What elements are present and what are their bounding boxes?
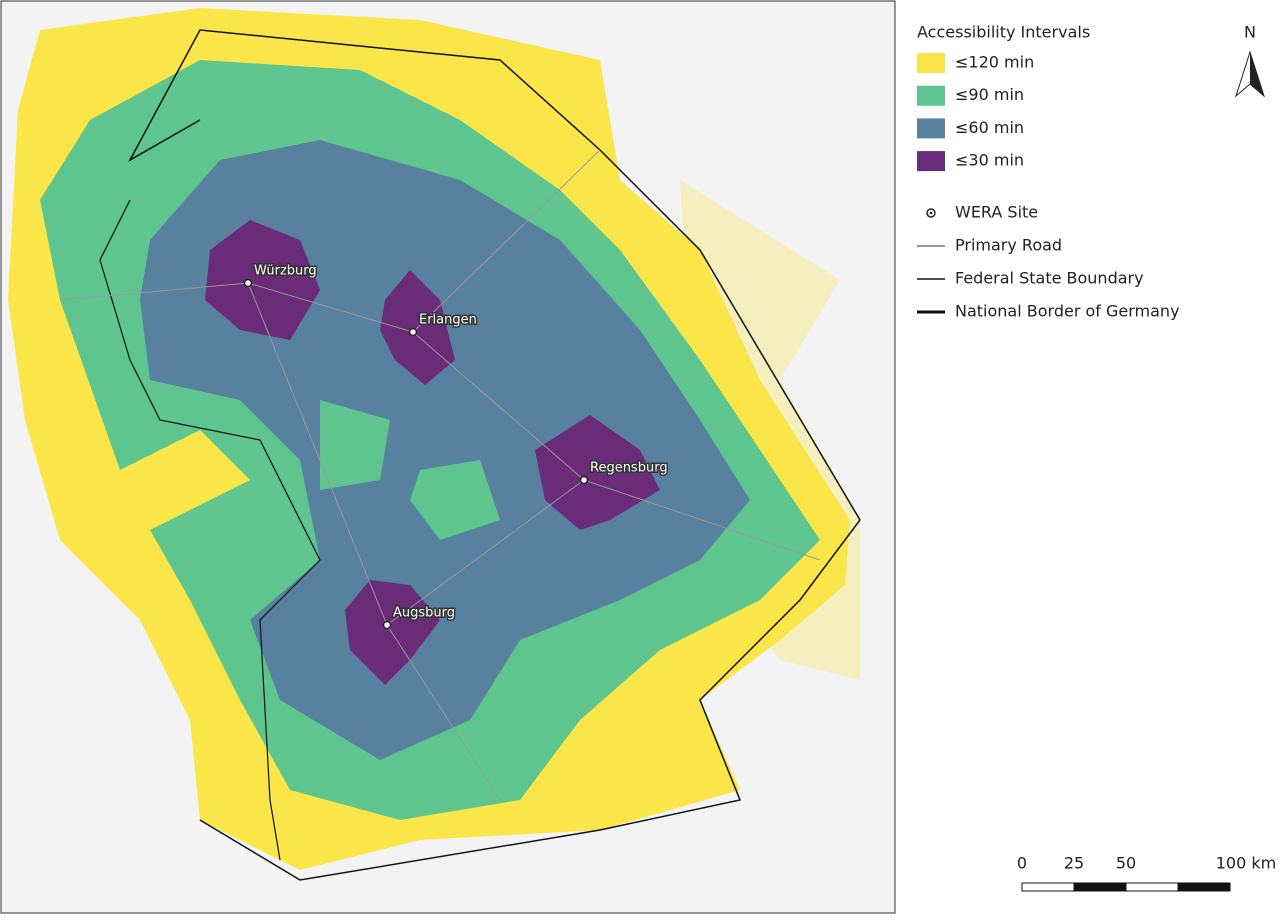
scale-segment xyxy=(1021,882,1075,892)
legend-label: ≤60 min xyxy=(955,118,1024,137)
site-label: Erlangen xyxy=(419,313,477,328)
scale-label: 0 xyxy=(1017,854,1027,873)
zone-30 xyxy=(205,220,320,340)
site-label: Würzburg xyxy=(254,264,317,279)
north-label: N xyxy=(1244,23,1256,42)
legend-symbol xyxy=(929,211,933,215)
scale-label: 100 km xyxy=(1216,854,1276,873)
legend-swatch xyxy=(917,118,945,139)
zone-30 xyxy=(345,580,440,685)
wera-site xyxy=(579,475,589,485)
wera-site xyxy=(243,278,253,288)
legend-title: Accessibility Intervals xyxy=(917,23,1090,42)
state-boundary xyxy=(99,199,321,861)
legend-swatch xyxy=(917,151,945,172)
legend-swatch xyxy=(917,53,945,73)
map xyxy=(0,0,896,914)
legend-label: ≤90 min xyxy=(955,85,1024,104)
legend-label: Primary Road xyxy=(955,236,1062,255)
legend-label: ≤120 min xyxy=(955,53,1034,72)
legend-label: WERA Site xyxy=(955,203,1038,222)
wera-site xyxy=(382,620,392,630)
scale-label: 25 xyxy=(1064,854,1084,873)
site-label: Augsburg xyxy=(393,606,455,621)
scale-bar xyxy=(1021,882,1231,892)
zone-90 xyxy=(320,400,500,540)
site-label: Regensburg xyxy=(590,461,668,476)
north-arrow xyxy=(1250,52,1264,96)
scale-segment xyxy=(1125,882,1179,892)
zone-30 xyxy=(535,415,660,530)
national-border xyxy=(128,29,861,881)
legend-swatch xyxy=(917,85,945,106)
wera-site xyxy=(408,327,418,337)
scale-label: 50 xyxy=(1116,854,1136,873)
scale-segment xyxy=(1177,882,1231,892)
legend-label: ≤30 min xyxy=(955,151,1024,170)
legend-label: Federal State Boundary xyxy=(955,269,1144,288)
scale-segment xyxy=(1073,882,1127,892)
legend-label: National Border of Germany xyxy=(955,302,1180,321)
